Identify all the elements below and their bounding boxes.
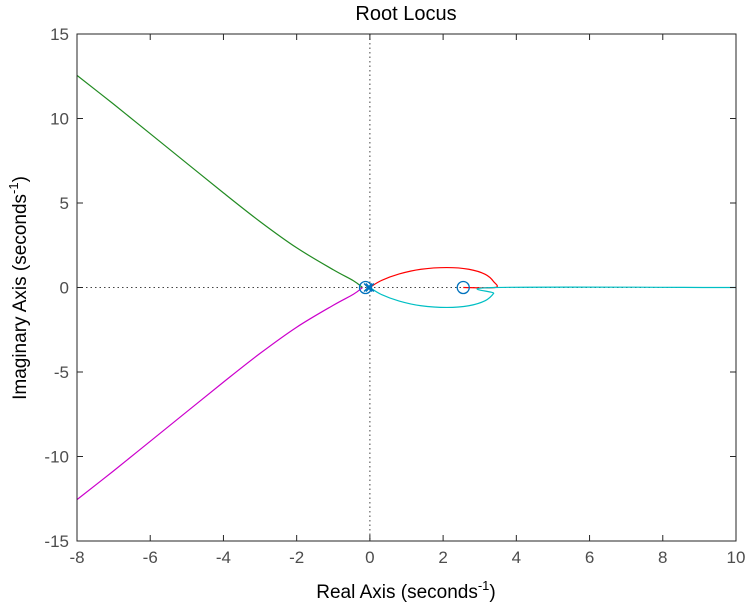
y-axis-label-text: Imaginary Axis (seconds (10, 194, 31, 400)
y-tick-label: -15 (44, 532, 69, 551)
x-axis-label: Real Axis (seconds-1) (316, 578, 495, 603)
y-tick-label: -5 (54, 363, 69, 382)
locus-branch-3 (369, 266, 498, 289)
x-axis-label-suffix: ) (489, 582, 495, 603)
y-tick-label: -10 (44, 448, 69, 467)
y-axis-label: Imaginary Axis (seconds-1) (6, 176, 31, 400)
zero-marker-1 (358, 280, 373, 295)
x-tick-label: 8 (658, 548, 667, 567)
pole-marker-1 (365, 283, 375, 292)
locus-branch-1 (76, 74, 363, 288)
pole-zero-markers (358, 280, 470, 295)
y-tick-label: 10 (50, 110, 69, 129)
pole-marker-2 (363, 283, 373, 292)
locus-branch-4 (369, 286, 737, 309)
x-tick-label: 6 (585, 548, 594, 567)
x-tick-label: 0 (365, 548, 374, 567)
x-tick-label: -6 (143, 548, 158, 567)
y-tick-label: 15 (50, 25, 69, 44)
zero-marker-2 (456, 280, 470, 295)
locus-branch-2 (76, 287, 363, 501)
chart-title: Root Locus (355, 3, 456, 25)
x-tick-label: -4 (216, 548, 231, 567)
x-tick-label: 2 (438, 548, 447, 567)
x-tick-label: -2 (289, 548, 304, 567)
x-tick-label: 4 (512, 548, 521, 567)
series-layer (76, 74, 737, 501)
y-axis-label-sup: -1 (6, 182, 21, 194)
axis-ticks: -8 -6 -4 -2 0 2 4 6 8 10 -15 -10 -5 0 5 10 15 (44, 25, 745, 567)
y-tick-label: 0 (60, 279, 69, 298)
x-tick-label: -8 (69, 548, 84, 567)
x-axis-label-text: Real Axis (seconds (316, 582, 478, 603)
x-axis-label-sup: -1 (478, 578, 490, 593)
x-tick-label: 10 (727, 548, 746, 567)
y-tick-label: 5 (60, 194, 69, 213)
y-axis-label-suffix: ) (10, 176, 31, 182)
